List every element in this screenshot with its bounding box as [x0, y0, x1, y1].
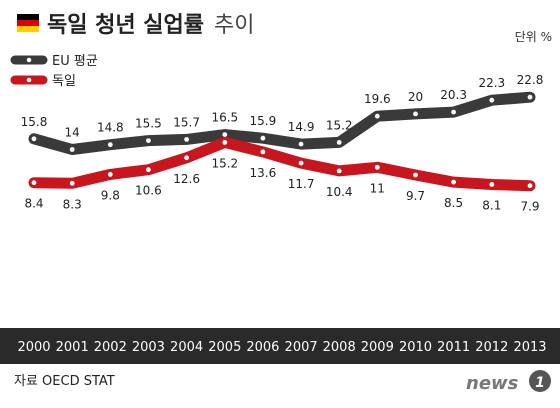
- data-point: [413, 111, 418, 117]
- data-point: [260, 149, 266, 155]
- data-label: 15.2: [326, 118, 353, 132]
- data-label: 12.6: [173, 172, 200, 186]
- data-point: [489, 182, 495, 187]
- data-label: 19.6: [364, 92, 391, 106]
- data-label: 10.6: [135, 184, 162, 198]
- data-point: [184, 155, 190, 161]
- news1-logo-numeral: 1: [535, 375, 545, 391]
- data-label: 8.4: [24, 197, 43, 211]
- x-tick-label: 2002: [94, 340, 127, 355]
- x-tick-label: 2008: [323, 340, 356, 355]
- data-label: 15.2: [211, 156, 238, 170]
- data-point: [451, 109, 456, 115]
- source-label: 자료 OECD STAT: [14, 374, 115, 389]
- data-label: 15.7: [173, 115, 200, 129]
- germany-flag-icon: [17, 14, 39, 32]
- legend-label-germany: 독일: [52, 74, 76, 89]
- data-label: 20: [408, 90, 423, 104]
- data-label: 10.4: [326, 185, 353, 199]
- data-point: [374, 164, 380, 170]
- data-label: 16.5: [211, 111, 238, 125]
- x-tick-label: 2009: [361, 340, 394, 355]
- data-point: [222, 132, 228, 138]
- data-label: 15.8: [21, 115, 48, 129]
- data-point: [107, 142, 113, 148]
- legend-label-eu: EU 평균: [52, 54, 98, 69]
- data-point: [489, 97, 495, 103]
- data-point: [451, 179, 456, 185]
- data-point: [31, 136, 37, 142]
- series-line-eu-average: [28, 91, 536, 155]
- data-point: [336, 140, 342, 145]
- data-label: 20.3: [440, 88, 467, 102]
- news1-logo-text: news: [466, 373, 519, 394]
- x-tick-label: 2010: [399, 340, 432, 355]
- data-label: 11.7: [288, 177, 315, 191]
- x-tick-label: 2006: [246, 340, 279, 355]
- legend: EU 평균 독일: [10, 54, 98, 89]
- plot-area: 15.8 14 14.8 15.5 15.7 16.5 15.9 14.9 15.2 19.6 20…: [21, 73, 544, 214]
- legend-item-eu: EU 평균: [10, 54, 98, 69]
- x-axis-bar: [0, 328, 560, 364]
- data-label: 9.7: [406, 189, 425, 203]
- chart-title: 독일 청년 실업률 추이: [47, 13, 254, 38]
- x-tick-label: 2011: [437, 340, 470, 355]
- data-point: [69, 147, 75, 152]
- unit-label: 단위 %: [515, 30, 552, 44]
- chart-title-bold: 독일 청년 실업률: [47, 13, 204, 38]
- news1-logo-badge-icon: [529, 370, 551, 392]
- data-point: [374, 113, 380, 119]
- data-point: [336, 168, 342, 174]
- data-point: [146, 167, 151, 173]
- x-tick-label: 2003: [132, 340, 165, 355]
- data-point: [298, 160, 304, 166]
- data-point: [413, 172, 418, 178]
- data-point: [69, 180, 75, 186]
- data-point: [298, 141, 304, 147]
- legend-marker-germany: [26, 77, 32, 83]
- data-point: [527, 183, 533, 189]
- data-point: [222, 140, 228, 145]
- data-label: 15.5: [135, 117, 162, 131]
- x-tick-label: 2013: [513, 340, 546, 355]
- x-axis-ticks: 2000 2001 2002 2003 2004 2005 2006 2007 2008 2009…: [17, 340, 546, 355]
- data-label: 14: [65, 126, 80, 140]
- x-tick-label: 2000: [17, 340, 50, 355]
- data-point: [107, 172, 113, 177]
- data-point: [184, 137, 190, 142]
- series-eu-average: 15.8 14 14.8 15.5 15.7 16.5 15.9 14.9 15.2 19.6 20…: [21, 73, 544, 155]
- news1-logo: news 1: [466, 370, 551, 394]
- data-point: [146, 138, 151, 144]
- data-label: 11: [370, 181, 385, 195]
- data-point: [31, 180, 37, 186]
- legend-marker-eu: [26, 57, 32, 63]
- x-tick-label: 2012: [475, 340, 508, 355]
- data-label: 14.9: [288, 120, 315, 134]
- data-label: 8.3: [63, 197, 82, 211]
- x-tick-label: 2005: [208, 340, 241, 355]
- data-label: 13.6: [250, 166, 277, 180]
- data-label: 8.1: [482, 199, 501, 213]
- series-germany: 8.4 8.3 9.8 10.6 12.6 15.2 13.6 11.7 10.4 11 9.7 8.…: [24, 136, 540, 214]
- legend-item-germany: 독일: [10, 74, 76, 89]
- data-label: 8.5: [444, 196, 463, 210]
- data-label: 7.9: [520, 200, 539, 214]
- data-label: 22.3: [478, 76, 505, 90]
- data-point: [260, 135, 266, 141]
- x-tick-label: 2001: [56, 340, 89, 355]
- data-label: 22.8: [517, 73, 544, 87]
- x-tick-label: 2007: [285, 340, 318, 355]
- chart-title-light: 추이: [214, 13, 254, 38]
- x-tick-label: 2004: [170, 340, 203, 355]
- data-label: 9.8: [101, 188, 120, 202]
- data-point: [527, 94, 533, 100]
- series-line-germany: [28, 136, 536, 192]
- data-label: 15.9: [250, 114, 277, 128]
- data-label: 14.8: [97, 121, 124, 135]
